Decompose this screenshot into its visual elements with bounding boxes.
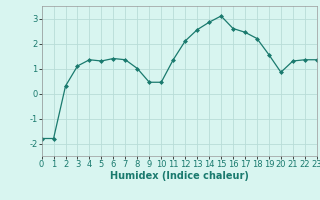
X-axis label: Humidex (Indice chaleur): Humidex (Indice chaleur)	[110, 171, 249, 181]
